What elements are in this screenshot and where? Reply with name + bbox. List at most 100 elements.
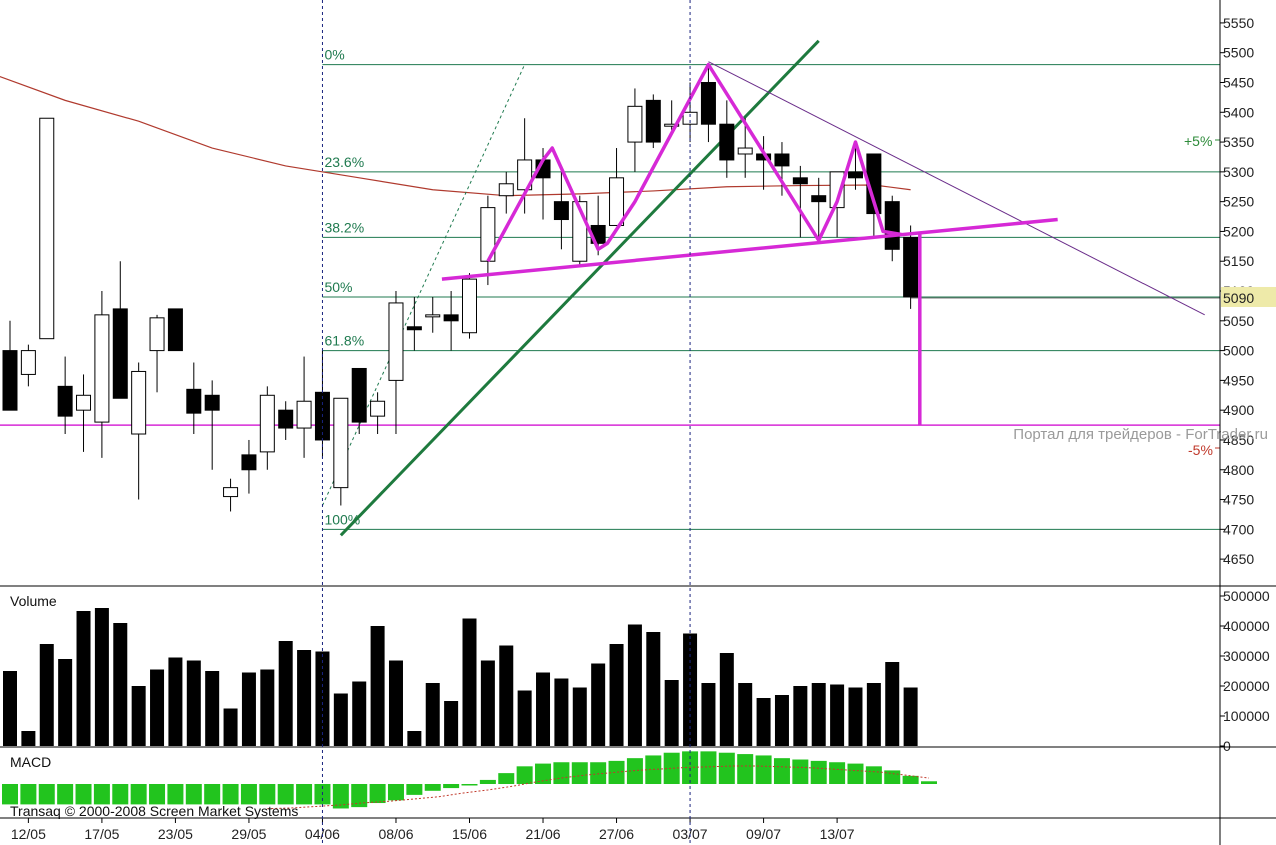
candle-body [462, 278, 477, 334]
price-tick-label: 5150 [1223, 253, 1254, 269]
fib-level-label: 61.8% [324, 333, 364, 349]
macd-bar [461, 784, 478, 786]
candle-body [370, 400, 386, 417]
macd-bar [351, 784, 368, 808]
price-tick-label: 4950 [1223, 372, 1254, 388]
macd-bar [773, 758, 790, 784]
price-tick-label: 4800 [1223, 462, 1254, 478]
candle-body [406, 326, 422, 331]
candle-body [719, 123, 735, 161]
fib-level-label: 50% [324, 279, 352, 295]
candle-body [700, 81, 716, 125]
price-tick-label: 4900 [1223, 402, 1254, 418]
date-tick-label: 23/05 [158, 826, 193, 842]
candle-body [792, 177, 808, 185]
date-tick-label: 13/07 [820, 826, 855, 842]
fib-level-label: 38.2% [324, 219, 364, 235]
volume-bar [480, 660, 495, 746]
candle-body [20, 350, 36, 375]
macd-bar [57, 784, 74, 805]
price-tick-label: 5300 [1223, 164, 1254, 180]
candle-body [186, 388, 202, 414]
date-tick-label: 08/06 [378, 826, 413, 842]
fib-level-label: 0% [324, 47, 344, 63]
macd-bar [535, 763, 552, 784]
volume-tick-label: 100000 [1223, 708, 1270, 724]
volume-bar [719, 653, 734, 746]
macd-bar [792, 759, 809, 784]
volume-bar [352, 681, 367, 746]
macd-bar [167, 784, 184, 805]
volume-bar [407, 731, 422, 746]
volume-bar [444, 701, 459, 746]
volume-bar [370, 626, 385, 746]
macd-bar [277, 784, 294, 805]
price-tick-label: 5350 [1223, 134, 1254, 150]
volume-bar [830, 684, 845, 746]
date-tick-label: 21/06 [525, 826, 560, 842]
volume-bar [39, 644, 54, 746]
macd-bar [149, 784, 166, 805]
macd-bar [663, 752, 680, 784]
volume-bar [903, 687, 918, 746]
volume-title: Volume [10, 593, 57, 609]
candle-body [847, 171, 863, 179]
macd-bar [516, 766, 533, 784]
macd-bar [902, 775, 919, 784]
candle-body [259, 394, 275, 453]
macd-bar [296, 784, 313, 805]
volume-bar [811, 683, 826, 746]
macd-bar [700, 751, 717, 784]
candle-body [204, 394, 220, 411]
date-tick-label: 09/07 [746, 826, 781, 842]
candle-body [39, 117, 55, 340]
volume-tick-label: 200000 [1223, 678, 1270, 694]
minus-five-label: -5% [1188, 442, 1213, 458]
price-tick-label: 4750 [1223, 492, 1254, 508]
macd-bar [240, 784, 257, 805]
macd-bar [75, 784, 92, 805]
candle-body [553, 201, 569, 221]
candle-body [223, 487, 239, 498]
current-price-badge [1221, 286, 1276, 307]
macd-bar [369, 784, 386, 804]
candle-body [76, 394, 92, 411]
candle-body [682, 111, 698, 125]
candle-body [609, 177, 625, 226]
candle-body [425, 314, 441, 318]
candle-body [149, 317, 165, 352]
macd-bar [112, 784, 129, 805]
candle-body [94, 314, 110, 423]
candle-body [811, 195, 827, 203]
macd-bar [810, 760, 827, 784]
candle-body [2, 350, 18, 411]
date-axis: 12/05 17/05 23/05 29/05 04/06 08/06 15/06 21/06… [11, 818, 855, 842]
date-tick-label: 17/05 [84, 826, 119, 842]
macd-bar [479, 779, 496, 784]
date-tick-label: 29/05 [231, 826, 266, 842]
volume-bar [186, 660, 201, 746]
macd-bar [387, 784, 404, 801]
volume-bar [333, 693, 348, 746]
macd-bar [921, 781, 937, 784]
watermark-text: Портал для трейдеров - ForTrader.ru [1013, 426, 1268, 443]
candle-body [443, 314, 459, 322]
volume-bar [701, 683, 716, 746]
volume-panel: 0 100000 200000 300000 400000 500000 [3, 588, 1270, 754]
candle-body [517, 159, 533, 191]
macd-bar [185, 784, 202, 805]
candle-body [627, 105, 643, 143]
macd-bar [20, 784, 37, 805]
downtrend-line [708, 61, 1205, 316]
price-tick-label: 5050 [1223, 313, 1254, 329]
price-tick-label: 5500 [1223, 45, 1254, 61]
candle-body [241, 454, 257, 471]
volume-bar [664, 680, 679, 746]
volume-bar [94, 608, 109, 746]
candle-body [903, 236, 919, 298]
macd-bar [93, 784, 110, 805]
volume-bar [150, 669, 165, 746]
volume-bar [554, 678, 569, 746]
candle-body [131, 370, 147, 435]
